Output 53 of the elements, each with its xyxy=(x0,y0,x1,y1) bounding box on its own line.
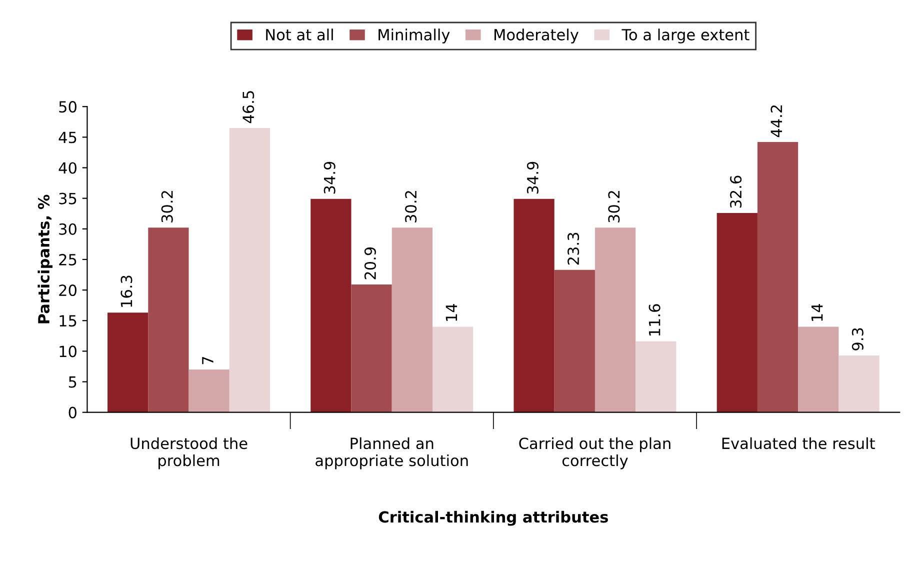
y-tick-label: 45 xyxy=(58,132,76,144)
bar xyxy=(798,326,839,412)
bar xyxy=(229,128,270,412)
data-label: 46.5 xyxy=(242,91,254,124)
bar xyxy=(310,198,352,412)
legend-label: Minimally xyxy=(378,28,450,44)
data-label: 32.6 xyxy=(730,176,742,208)
bar xyxy=(392,228,432,412)
legend-label: Moderately xyxy=(494,28,578,44)
x-tick-label: Understood the problem xyxy=(130,437,248,470)
y-tick-label: 10 xyxy=(60,346,76,358)
bar xyxy=(188,370,230,412)
data-label: 20.9 xyxy=(364,247,376,280)
data-label: 44.2 xyxy=(770,105,782,138)
bar xyxy=(432,326,474,412)
data-label: 23.3 xyxy=(568,232,580,265)
data-label: 16.3 xyxy=(120,276,132,307)
y-tick-label: 25 xyxy=(59,254,76,266)
y-tick-label: 0 xyxy=(68,406,76,418)
bar xyxy=(108,312,148,412)
y-tick-label: 30 xyxy=(59,223,76,235)
data-label: 34.9 xyxy=(526,162,538,194)
bar xyxy=(351,284,392,412)
bar xyxy=(554,270,595,412)
legend-label: To a large extent xyxy=(622,28,750,44)
y-tick-label: 20 xyxy=(59,284,76,296)
x-tick-label: Evaluated the result xyxy=(722,437,875,450)
bar xyxy=(757,142,798,412)
data-label: 30.2 xyxy=(161,191,173,222)
data-label: 14 xyxy=(446,304,458,321)
data-label: 34.9 xyxy=(324,162,336,194)
y-tick-label: 50 xyxy=(59,101,76,113)
data-label: 7 xyxy=(202,356,214,364)
data-label: 30.2 xyxy=(405,191,417,222)
bar xyxy=(148,228,189,412)
data-label: 30.2 xyxy=(608,191,620,222)
y-tick-label: 35 xyxy=(59,192,76,204)
bar xyxy=(636,341,676,412)
x-tick-label: Carried out the plan correctly xyxy=(519,437,670,470)
y-axis-title: Participants, % xyxy=(38,194,52,324)
data-label: 14 xyxy=(811,304,823,321)
x-axis-title: Critical-thinking attributes xyxy=(378,510,608,526)
y-tick-label: 40 xyxy=(58,162,76,174)
bar xyxy=(514,198,554,412)
bar xyxy=(594,228,636,412)
data-label: 11.6 xyxy=(648,304,660,336)
data-label: 9.3 xyxy=(852,328,864,350)
y-tick-label: 5 xyxy=(68,376,76,388)
legend-label: Not at all xyxy=(266,28,333,40)
bar xyxy=(838,355,880,412)
x-tick-label: Planned an appropriate solution xyxy=(316,437,468,470)
y-tick-label: 15 xyxy=(60,315,76,327)
bar xyxy=(716,212,758,412)
